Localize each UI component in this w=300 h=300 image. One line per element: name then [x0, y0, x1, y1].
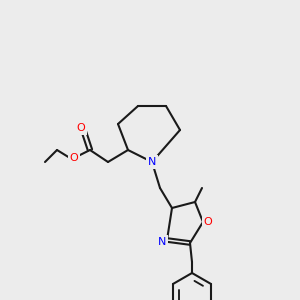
- Text: O: O: [70, 153, 78, 163]
- Text: N: N: [148, 157, 156, 167]
- Text: N: N: [158, 237, 166, 247]
- Text: O: O: [76, 123, 85, 133]
- Text: O: O: [204, 217, 212, 227]
